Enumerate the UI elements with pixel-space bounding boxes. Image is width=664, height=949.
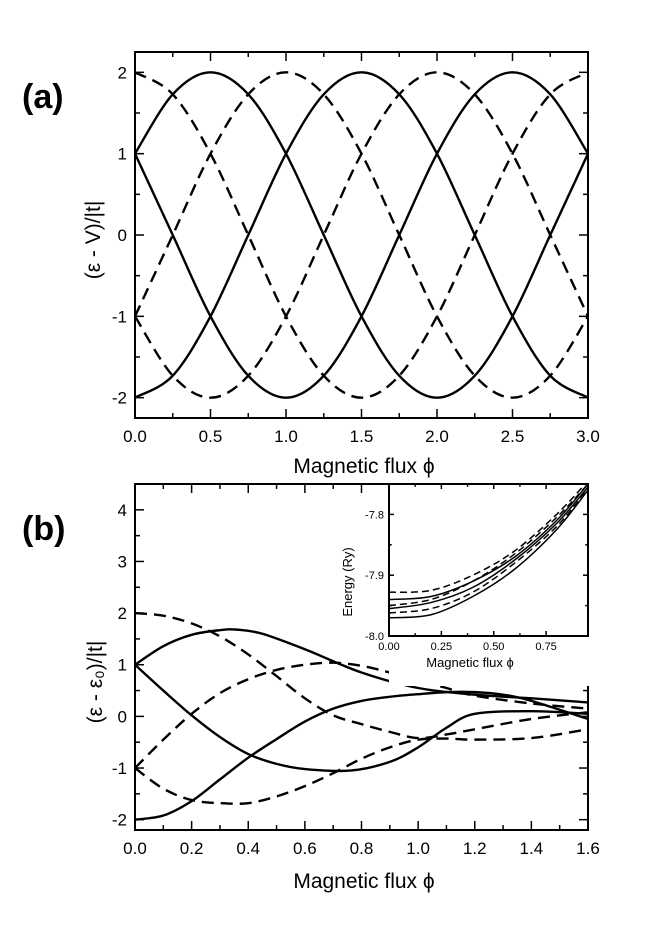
panel-a-series-group [135,71,588,399]
panel-b-x-tick-label: 1.6 [576,839,600,858]
panel-a-x-tick-label: 0.0 [123,427,147,446]
inset-y-axis-title: Energy (Ry) [340,547,355,616]
panel-a-y-tick-label: 0 [118,226,127,245]
inset-series-2-solid-line [389,486,588,610]
inset-x-tick-label: 0.00 [378,641,399,653]
panel-b-x-tick-label: 0.6 [293,839,317,858]
panel-a-y-tick-label: -2 [112,389,127,408]
inset-x-axis-title: Magnetic flux ϕ [426,655,513,670]
panel-b-x-tick-label: 0.0 [123,839,147,858]
panel-b-series-2-solid-line [135,663,588,773]
inset-series-1-solid-line [389,484,588,601]
inset-series-5-dashed-line [389,484,588,607]
inset-y-tick-label: -8.0 [365,631,384,643]
panel-a-series-2-solid-line [135,71,588,399]
panel-a-y-tick-label: 1 [118,145,127,164]
panel-a-series-3-solid-line [135,71,588,399]
panel-a-x-tick-label: 1.0 [274,427,298,446]
panel-b-inset: 0.00 0.25 0.50 0.75 -8.0 -7.9 -7.8 Magnetic fl… [340,483,597,686]
inset-plot-frame [388,483,589,637]
panel-b-x-tick-label: 0.2 [180,839,204,858]
panel-a-y-tick-label: 2 [118,63,127,82]
panel-a-label: (a) [22,78,64,116]
panel-a-plot-frame [134,51,589,419]
panel-a-x-tick-label: 3.0 [576,427,600,446]
panel-b: (b) 0.0 0.2 0.4 0.6 0.8 1.0 1.2 1.4 1.6 -2 -1 0 1 2 3 4… [22,483,600,893]
panel-a-x-tick-label: 0.5 [199,427,223,446]
panel-b-label: (b) [22,510,65,548]
panel-a-x-tick-label: 2.0 [425,427,449,446]
panel-b-series-3-solid-line [135,690,588,821]
panel-b-x-tick-label: 1.2 [463,839,487,858]
panel-b-x-tick-label: 1.4 [520,839,544,858]
panel-b-y-tick-label: -1 [112,759,127,778]
panel-b-x-tick-label: 0.8 [350,839,374,858]
panel-a-x-tick-label: 2.5 [501,427,525,446]
panel-a: (a) 0.0 0.5 1.0 1.5 2.0 2.5 3.0 -2 -1 0 1 2 Magneti… [22,51,600,478]
panel-a-x-axis-title: Magnetic flux ϕ [293,455,434,478]
inset-series-group [389,484,588,619]
panel-a-y-tick-label: -1 [112,307,127,326]
panel-a-series-5-dashed-line [135,71,588,399]
panel-b-y-axis-title: (ε - ε₀)/|t| [84,641,107,724]
panel-b-y-tick-label: 0 [118,707,127,726]
panel-b-series-6-dashed-line [135,728,588,805]
panel-a-series-6-dashed-line [135,71,588,399]
panel-b-y-tick-label: 3 [118,552,127,571]
panel-a-y-axis-title: (ε - V)/|t| [82,201,105,280]
inset-y-tick-label: -7.9 [365,570,384,582]
panel-a-plot-area: 0.0 0.5 1.0 1.5 2.0 2.5 3.0 -2 -1 0 1 2 [112,51,600,446]
inset-x-tick-label: 0.75 [535,641,556,653]
panel-b-x-tick-label: 1.0 [406,839,430,858]
panel-b-series-group [135,611,588,821]
panel-b-y-tick-label: 4 [118,501,127,520]
panel-a-series-4-dashed-line [135,71,588,399]
panel-b-x-axis-title: Magnetic flux ϕ [293,870,434,893]
panel-a-series-1-solid-line [135,71,588,399]
panel-b-y-tick-label: -2 [112,811,127,830]
inset-x-tick-label: 0.50 [483,641,504,653]
inset-series-3-solid-line [389,489,588,619]
panel-b-series-1-solid-line [135,628,588,704]
panel-b-series-4-dashed-line [135,611,588,740]
inset-y-tick-label: -7.8 [365,509,384,521]
panel-b-x-tick-label: 0.4 [236,839,260,858]
inset-plot-area: 0.00 0.25 0.50 0.75 -8.0 -7.9 -7.8 [365,483,589,653]
panel-a-x-tick-label: 1.5 [350,427,374,446]
inset-series-6-dashed-line [389,488,588,614]
panel-b-y-tick-label: 1 [118,656,127,675]
panel-b-y-tick-label: 2 [118,604,127,623]
panel-b-series-5-dashed-line [135,661,588,769]
inset-series-4-dashed-line [389,484,587,594]
inset-x-tick-label: 0.25 [431,641,452,653]
